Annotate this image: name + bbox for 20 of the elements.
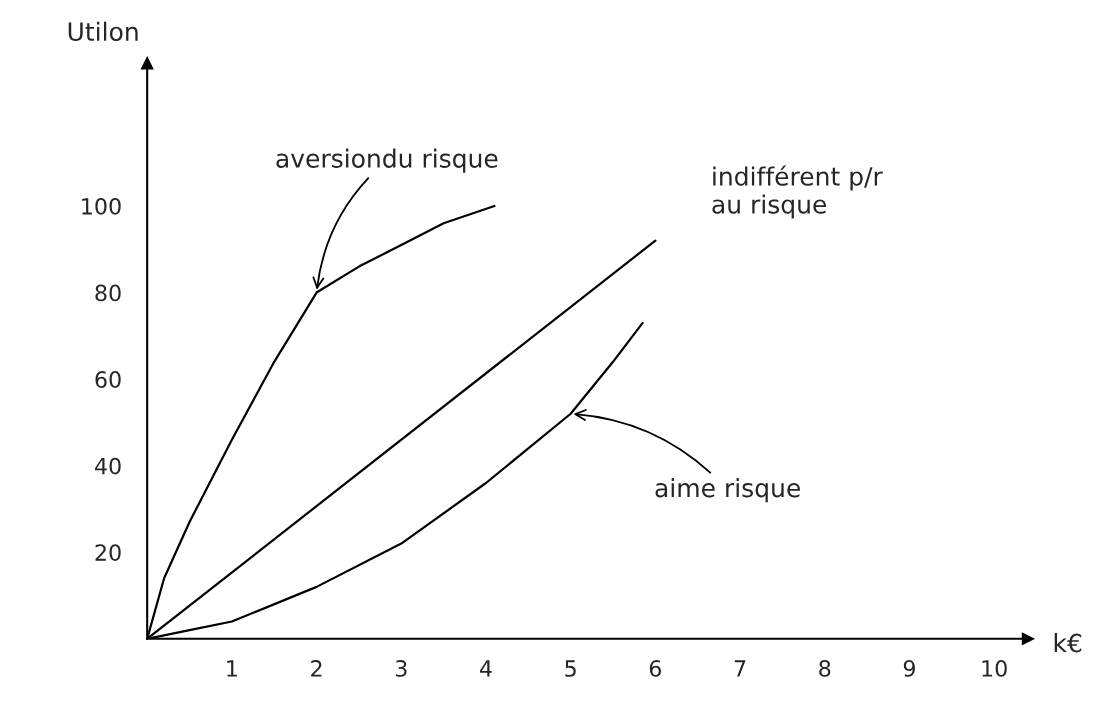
- x-tick-label: 8: [819, 660, 831, 677]
- x-tick-label: 5: [565, 660, 576, 677]
- x-tick-label: 1: [227, 660, 237, 677]
- x-axis-title: k€: [1054, 633, 1082, 653]
- y-tick-label: 60: [95, 371, 121, 388]
- y-tick-label: 20: [95, 544, 121, 562]
- x-tick-label: 4: [479, 660, 492, 677]
- y-tick-label: 80: [95, 284, 121, 302]
- y-axis-title: Utilon: [68, 21, 138, 42]
- annotation: aime risque: [655, 478, 800, 503]
- y-tick-label: 40: [94, 457, 121, 475]
- x-tick-label: 6: [649, 660, 662, 677]
- x-tick-label: 2: [311, 660, 322, 677]
- x-tick-label: 9: [903, 660, 915, 677]
- x-tick-label: 3: [395, 660, 407, 677]
- annotation: indifférent p/r au risque: [712, 165, 883, 219]
- annotation: aversiondu risque: [276, 148, 498, 173]
- x-tick-label: 7: [734, 660, 746, 677]
- y-tick-label: 100: [82, 197, 121, 215]
- x-tick-label: 10: [982, 660, 1007, 677]
